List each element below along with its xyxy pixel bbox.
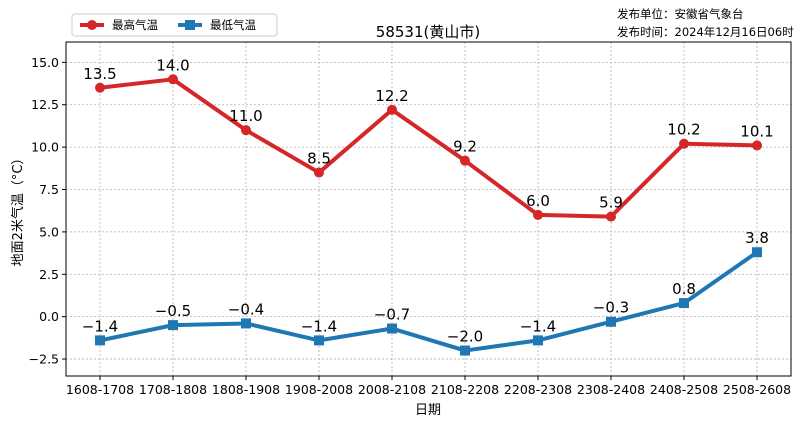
legend-label: 最低气温 — [210, 18, 256, 32]
publish-time: 发布时间：2024年12月16日06时 — [617, 25, 794, 39]
y-tick-label: 7.5 — [39, 182, 59, 197]
data-point — [606, 316, 616, 327]
y-tick-label: 15.0 — [31, 55, 59, 70]
data-point — [752, 247, 762, 258]
y-tick-label: −2.5 — [29, 352, 59, 367]
axis-ticks: 1608-1708 1708-1808 1808-1908 1908-2008 2008… — [29, 55, 791, 397]
data-point — [241, 318, 251, 329]
grid-lines — [66, 42, 791, 376]
chart-title: 58531(黄山市) — [376, 23, 480, 41]
data-label: 11.0 — [229, 107, 262, 125]
x-tick-label: 2208-2308 — [504, 382, 572, 397]
x-tick-label: 2308-2408 — [577, 382, 645, 397]
data-label: 0.8 — [672, 280, 696, 298]
data-label: 10.1 — [740, 122, 773, 140]
series-line — [99, 77, 758, 219]
data-label: −1.4 — [301, 317, 337, 335]
x-axis-label: 日期 — [415, 403, 441, 418]
data-label: 9.2 — [453, 138, 477, 156]
series-line — [99, 250, 759, 353]
legend-marker — [87, 20, 97, 30]
data-point — [241, 125, 251, 136]
y-tick-label: 2.5 — [39, 267, 59, 282]
data-label: 5.9 — [599, 194, 623, 212]
plot-frame — [65, 41, 792, 377]
x-tick-label: 1608-1708 — [66, 382, 134, 397]
data-point — [95, 335, 105, 346]
data-point — [168, 320, 178, 331]
data-label: −0.5 — [155, 302, 191, 320]
data-point — [387, 323, 397, 334]
data-point — [460, 155, 470, 166]
data-label: 13.5 — [83, 65, 116, 83]
data-point — [314, 335, 324, 346]
data-point — [95, 82, 105, 93]
legend-label: 最高气温 — [112, 18, 158, 32]
y-tick-label: 5.0 — [39, 224, 59, 239]
y-tick-label: 10.0 — [31, 140, 59, 155]
x-tick-label: 2508-2608 — [723, 382, 791, 397]
data-label: 14.0 — [156, 56, 189, 74]
x-tick-label: 1708-1808 — [139, 382, 207, 397]
data-label: 3.8 — [745, 229, 769, 247]
data-label: −0.4 — [228, 300, 264, 318]
data-point — [606, 211, 616, 222]
data-point — [679, 138, 689, 149]
series-layer — [95, 74, 762, 356]
y-axis-label: 地面2米气温（°C） — [10, 152, 26, 267]
y-tick-label: 12.5 — [31, 97, 59, 112]
data-point — [387, 104, 397, 115]
y-tick-label: 0.0 — [39, 309, 59, 324]
data-point — [168, 74, 178, 85]
data-point — [752, 140, 762, 151]
data-label: −2.0 — [447, 328, 483, 346]
data-label: −1.4 — [82, 317, 118, 335]
data-point — [679, 298, 689, 309]
data-label: −0.7 — [374, 306, 410, 324]
data-point — [533, 209, 543, 220]
data-point — [314, 167, 324, 178]
publisher-unit: 发布单位：安徽省气象台 — [617, 7, 744, 21]
legend-marker — [185, 20, 195, 30]
x-tick-label: 1908-2008 — [285, 382, 353, 397]
legend: 最高气温 最低气温 — [71, 13, 278, 37]
data-label: 6.0 — [526, 192, 550, 210]
data-point — [460, 345, 470, 356]
data-label: 10.2 — [667, 121, 700, 139]
x-tick-label: 2008-2108 — [358, 382, 426, 397]
x-tick-label: 1808-1908 — [212, 382, 280, 397]
data-point — [533, 335, 543, 346]
data-label: 8.5 — [307, 150, 331, 168]
data-labels: 13.5 14.0 11.0 8.5 12.2 9.2 6.0 5.9 10.2 10.1 −1.4… — [82, 56, 774, 345]
data-label: −0.3 — [593, 299, 629, 317]
data-label: 12.2 — [375, 87, 408, 105]
x-tick-label: 2108-2208 — [431, 382, 499, 397]
legend-box — [71, 13, 278, 37]
x-tick-label: 2408-2508 — [650, 382, 718, 397]
data-label: −1.4 — [520, 317, 556, 335]
